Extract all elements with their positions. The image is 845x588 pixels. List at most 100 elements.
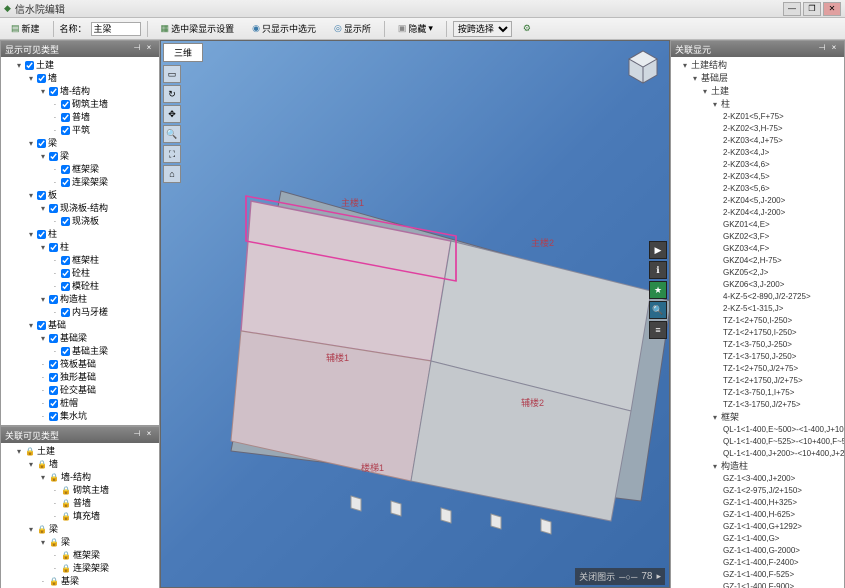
element-item[interactable]: GZ-1<3-400,J+200>: [723, 473, 842, 485]
tree-label[interactable]: 梁: [48, 137, 57, 150]
tree-checkbox[interactable]: [37, 74, 46, 83]
element-item[interactable]: GZ-1<1-400,F-525>: [723, 569, 842, 581]
tree-twisty[interactable]: ▾: [27, 140, 35, 148]
element-item[interactable]: 2-KZ01<5,F+75>: [723, 111, 842, 123]
element-item[interactable]: GKZ06<3,J-200>: [723, 279, 842, 291]
tree-label[interactable]: 柱: [721, 99, 730, 109]
tree-twisty[interactable]: ▾: [39, 205, 47, 213]
tree-label[interactable]: 墙-结构: [61, 471, 91, 484]
tree-checkbox[interactable]: [49, 412, 58, 421]
hide-button[interactable]: ▣隐藏▾: [391, 19, 440, 38]
expand-icon[interactable]: ▸: [656, 571, 661, 582]
element-item[interactable]: 2-KZ03<4,5>: [723, 171, 842, 183]
tree-twisty[interactable]: ▾: [713, 412, 721, 424]
tree-checkbox[interactable]: [49, 87, 58, 96]
tree-twisty[interactable]: ▾: [27, 192, 35, 200]
tree-twisty[interactable]: ▾: [27, 322, 35, 330]
tree-twisty[interactable]: ▾: [27, 526, 35, 534]
viewport-3d[interactable]: 三维 ▭ ↻ ✥ 🔍 ⛶ ⌂: [160, 40, 670, 588]
tree-label[interactable]: 桩帽: [60, 397, 78, 410]
close-panel-icon[interactable]: ×: [143, 429, 155, 441]
element-item[interactable]: GZ-1<1-400,H-625>: [723, 509, 842, 521]
tree-checkbox[interactable]: [61, 100, 70, 109]
tree-checkbox[interactable]: [61, 178, 70, 187]
element-item[interactable]: GZ-1<1-400,H+325>: [723, 497, 842, 509]
tree-checkbox[interactable]: [25, 61, 34, 70]
tree-label[interactable]: 框架梁: [72, 163, 99, 176]
tree-label[interactable]: 板: [48, 189, 57, 202]
tree-twisty[interactable]: ▾: [39, 335, 47, 343]
tree-label[interactable]: 集水坑: [60, 410, 87, 423]
element-item[interactable]: QL-1<1-400,E~500>-<1-400,J+100>: [723, 424, 842, 436]
tree-label[interactable]: 连梁架梁: [72, 176, 108, 189]
tree-checkbox[interactable]: [49, 334, 58, 343]
search-tool[interactable]: 🔍: [649, 301, 667, 319]
tree-label[interactable]: 现浇板: [72, 215, 99, 228]
element-item[interactable]: TZ-1<3-750,J-250>: [723, 339, 842, 351]
tree-checkbox[interactable]: [61, 347, 70, 356]
tree-label[interactable]: 基础层: [701, 73, 728, 83]
element-item[interactable]: GKZ02<3,F>: [723, 231, 842, 243]
element-item[interactable]: GZ-1<1-400,G+1292>: [723, 521, 842, 533]
tree-label[interactable]: 土建: [36, 59, 54, 72]
tree-checkbox[interactable]: [61, 282, 70, 291]
tree-label[interactable]: 模砼柱: [72, 280, 99, 293]
tree-label[interactable]: 构造柱: [721, 461, 748, 471]
tree-twisty[interactable]: ▾: [39, 539, 47, 547]
tree-twisty[interactable]: ▾: [39, 244, 47, 252]
info-tool[interactable]: ℹ: [649, 261, 667, 279]
element-item[interactable]: 4-KZ-5<2-890,J/2-2725>: [723, 291, 842, 303]
tree-checkbox[interactable]: [37, 230, 46, 239]
tree-label[interactable]: 土建结构: [691, 60, 727, 70]
tree-twisty[interactable]: ▾: [713, 461, 721, 473]
pin-icon[interactable]: ⊣: [131, 43, 143, 55]
element-item[interactable]: GZ-1<1-400,G>: [723, 533, 842, 545]
tree-label[interactable]: 砌筑主墙: [73, 484, 109, 497]
minimize-button[interactable]: —: [783, 2, 801, 16]
tree-twisty[interactable]: ▾: [39, 88, 47, 96]
element-item[interactable]: 2-KZ03<4,J>: [723, 147, 842, 159]
tree-label[interactable]: 框架梁: [73, 549, 100, 562]
new-button[interactable]: ▤新建: [4, 19, 47, 38]
show-selected-button[interactable]: ◉只显示中选元: [245, 19, 323, 38]
tree-label[interactable]: 基础梁: [60, 332, 87, 345]
element-item[interactable]: QL-1<1-400,F~525>-<10+400,F~525>: [723, 436, 842, 448]
element-item[interactable]: QL-1<1-400,J+200>-<10+400,J+200>: [723, 448, 842, 460]
element-item[interactable]: GZ-1<1-400,F-2400>: [723, 557, 842, 569]
pin-icon[interactable]: ⊣: [816, 43, 828, 55]
tree-checkbox[interactable]: [49, 295, 58, 304]
tree-twisty[interactable]: ▾: [27, 461, 35, 469]
tree-label[interactable]: 基梁: [61, 575, 79, 588]
tree-checkbox[interactable]: [61, 113, 70, 122]
tree-label[interactable]: 墙-结构: [60, 85, 90, 98]
element-item[interactable]: 2-KZ-5<1-315,J>: [723, 303, 842, 315]
tree-twisty[interactable]: ▾: [27, 75, 35, 83]
element-item[interactable]: 2-KZ03<5,6>: [723, 183, 842, 195]
tool-button[interactable]: ⚙: [516, 20, 538, 37]
element-item[interactable]: TZ-1<2+1750,I-250>: [723, 327, 842, 339]
cursor-tool[interactable]: ▶: [649, 241, 667, 259]
maximize-button[interactable]: ❐: [803, 2, 821, 16]
element-item[interactable]: GKZ05<2,J>: [723, 267, 842, 279]
tree-checkbox[interactable]: [61, 217, 70, 226]
tree-twisty[interactable]: ▾: [15, 448, 23, 456]
show-all-button[interactable]: ◎显示所: [327, 19, 378, 38]
tree-checkbox[interactable]: [49, 204, 58, 213]
tree-label[interactable]: 砼交基础: [60, 384, 96, 397]
tree-label[interactable]: 填充墙: [73, 510, 100, 523]
tree-checkbox[interactable]: [49, 152, 58, 161]
tree-checkbox[interactable]: [61, 165, 70, 174]
tree-checkbox[interactable]: [37, 139, 46, 148]
display-settings-button[interactable]: ▦选中梁显示设置: [154, 19, 242, 38]
status-label[interactable]: 关闭图示: [579, 570, 615, 583]
select-mode-dropdown[interactable]: 按跨选择: [453, 21, 512, 37]
tree-label[interactable]: 框架: [721, 412, 739, 422]
tree-checkbox[interactable]: [61, 269, 70, 278]
element-item[interactable]: GZ-1<1-400,F-900>: [723, 581, 842, 588]
tree-label[interactable]: 柱: [60, 241, 69, 254]
tree-twisty[interactable]: ▾: [27, 231, 35, 239]
name-input[interactable]: [91, 22, 141, 36]
element-item[interactable]: TZ-1<2+1750,J/2+75>: [723, 375, 842, 387]
tree-checkbox[interactable]: [49, 243, 58, 252]
tree-label[interactable]: 砌筑主墙: [72, 98, 108, 111]
